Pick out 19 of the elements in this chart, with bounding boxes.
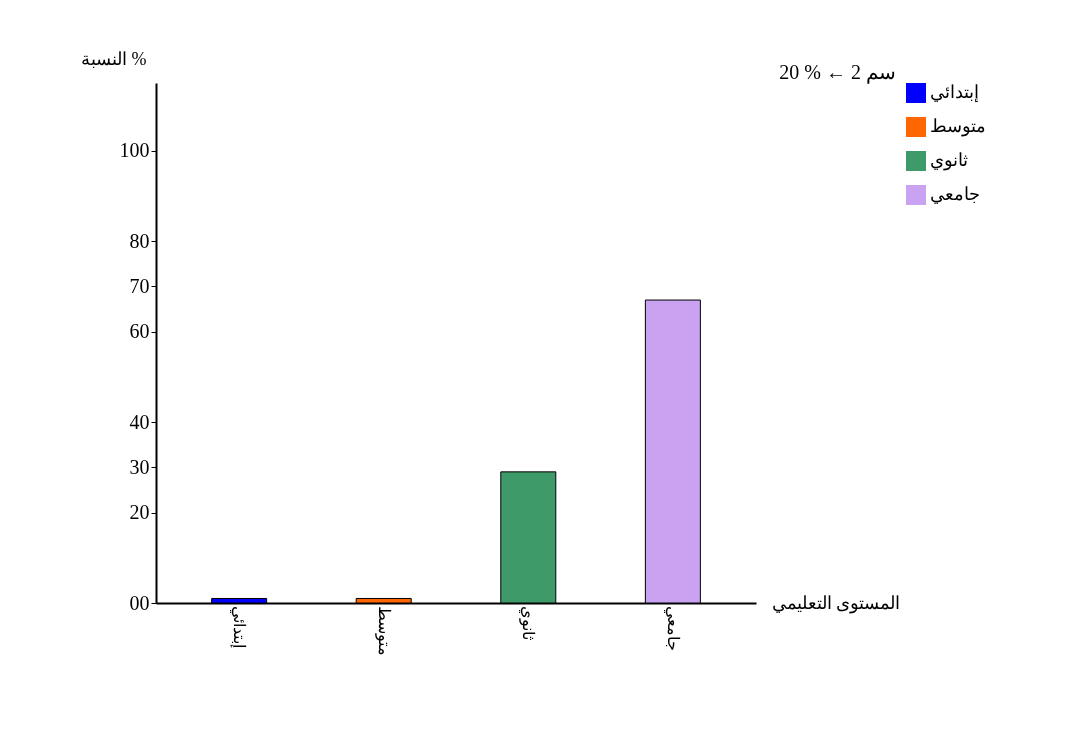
legend-label: جامعي xyxy=(930,184,980,204)
y-tick-label: 70 xyxy=(129,274,150,297)
legend-label: إبتدائي xyxy=(930,82,979,103)
legend-label: متوسط xyxy=(930,116,986,137)
x-tick-label: جامعي xyxy=(663,605,682,651)
y-tick-label: 30 xyxy=(129,455,150,478)
x-axis-title: المستوى التعليمي xyxy=(771,592,900,614)
text: 20 % ← 2 سم xyxy=(779,61,896,84)
y-tick-label: 20 xyxy=(129,501,150,524)
y-tick-label: 40 xyxy=(129,410,150,433)
y-axis-title: النسبة % xyxy=(81,48,147,69)
x-tick-label: متوسط xyxy=(374,605,393,656)
y-tick-label: 80 xyxy=(129,229,150,252)
x-tick-label: ثانوي xyxy=(519,605,538,640)
legend-label: ثانوي xyxy=(930,150,968,171)
y-tick-label: 100 xyxy=(119,139,150,162)
y-tick-label: 60 xyxy=(129,320,150,343)
x-tick-label: إبتدائي xyxy=(230,605,249,648)
y-tick-label: 00 xyxy=(129,591,150,614)
